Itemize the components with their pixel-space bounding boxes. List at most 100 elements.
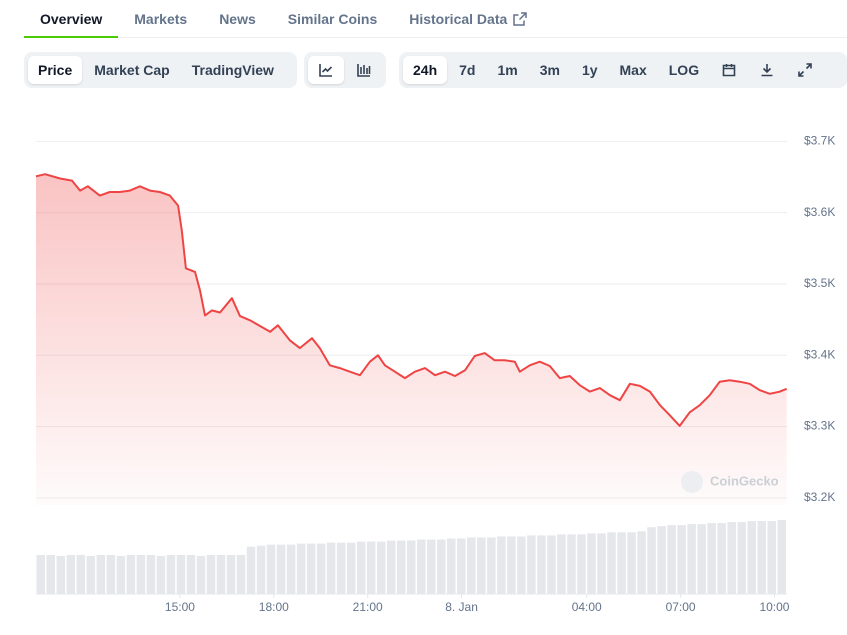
volume-bar: [36, 554, 46, 594]
tab[interactable]: Similar Coins: [272, 0, 393, 37]
range-button[interactable]: 1y: [581, 62, 598, 78]
volume-bar: [56, 555, 66, 594]
y-tick-label: $3.6K: [804, 205, 835, 219]
volume-bar: [457, 538, 466, 594]
y-tick-label: $3.4K: [804, 347, 835, 361]
volume-bar: [417, 539, 426, 594]
volume-bar: [246, 546, 256, 594]
volume-bar: [757, 521, 766, 594]
volume-bar: [537, 535, 546, 594]
volume-bar: [386, 540, 396, 594]
line-chart-button[interactable]: [308, 56, 344, 84]
volume-bar: [747, 521, 756, 594]
range-button[interactable]: 24h: [403, 56, 448, 84]
calendar-button[interactable]: [711, 56, 747, 84]
volume-bar: [517, 536, 526, 594]
volume-bar: [677, 525, 686, 594]
volume-bar: [66, 554, 76, 594]
range-group: 24h 7d 1m 3m 1y Max LOG: [399, 52, 847, 88]
icon: [319, 64, 333, 77]
volume-bar: [106, 554, 116, 594]
volume-bar: [406, 540, 416, 594]
volume-bar: [487, 537, 496, 594]
tab-label: Markets: [134, 10, 188, 27]
volume-bar: [577, 534, 586, 594]
icon: [798, 63, 812, 77]
volume-bar: [286, 544, 296, 594]
volume-bar: [396, 540, 406, 594]
volume-bar: [727, 522, 736, 594]
volume-bar: [507, 536, 516, 594]
volume-bar: [607, 532, 616, 594]
volume-bar: [116, 555, 126, 594]
price-area: [36, 174, 787, 505]
volume-bar: [46, 554, 56, 594]
x-tick-label: 10:00: [759, 600, 789, 614]
volume-bar: [156, 555, 166, 594]
tab[interactable]: Markets: [118, 0, 203, 37]
volume-bar: [346, 542, 356, 594]
volume-bar: [256, 545, 266, 594]
volume-bar: [587, 533, 596, 594]
icon-path: [722, 64, 736, 77]
x-tick-label: 04:00: [572, 600, 602, 614]
volume-bar: [647, 527, 656, 594]
icon: [357, 64, 371, 77]
volume-bar: [527, 535, 536, 594]
view-button[interactable]: Price: [28, 56, 83, 84]
volume-bar: [707, 523, 716, 594]
external-link-icon: [513, 11, 528, 26]
y-tick-label: $3.5K: [804, 276, 835, 290]
volume-bar: [637, 531, 646, 594]
range-button[interactable]: 1m: [497, 62, 518, 78]
volume-bar: [296, 543, 306, 594]
fullscreen-button[interactable]: [787, 56, 823, 84]
x-tick-label: 18:00: [259, 600, 289, 614]
tab[interactable]: Historical Data: [393, 0, 543, 37]
volume-bar: [376, 541, 386, 594]
volume-bar: [306, 543, 316, 594]
volume-bar: [96, 554, 106, 594]
icon: [722, 64, 736, 77]
tab-label: News: [219, 10, 256, 27]
view-button[interactable]: Market Cap: [94, 62, 170, 78]
volume-bar: [356, 541, 366, 594]
volume-bar: [266, 544, 276, 594]
tab-label: Historical Data: [409, 10, 508, 27]
x-tick-label: 15:00: [165, 600, 195, 614]
volume-bar: [126, 554, 136, 594]
tab[interactable]: News: [203, 0, 272, 37]
volume-bar: [216, 554, 226, 594]
volume-bar: [166, 554, 176, 594]
range-button[interactable]: 3m: [539, 62, 560, 78]
watermark-logo: [681, 471, 703, 493]
x-tick-label: 21:00: [353, 600, 383, 614]
volume-bar: [86, 555, 96, 594]
candle-chart-button[interactable]: [346, 56, 382, 84]
icon-path: [761, 64, 773, 77]
volume-bar: [667, 525, 676, 594]
volume-bar: [737, 522, 746, 594]
volume-bar: [336, 542, 346, 594]
price-line: [35, 173, 788, 427]
volume-bar: [146, 554, 156, 594]
volume-bar: [567, 534, 576, 594]
range-button[interactable]: LOG: [668, 62, 700, 78]
volume-bar: [236, 554, 246, 594]
volume-bar: [777, 520, 786, 594]
tab[interactable]: Overview: [24, 0, 119, 38]
volume-bar: [176, 554, 186, 594]
range-button[interactable]: Max: [619, 62, 647, 78]
view-button[interactable]: TradingView: [191, 62, 274, 78]
volume-bar: [467, 537, 476, 594]
volume-bar: [547, 535, 556, 594]
volume-bar: [76, 554, 86, 594]
download-button[interactable]: [749, 56, 785, 84]
volume-bar: [497, 536, 506, 594]
volume-bar: [687, 524, 696, 594]
volume-bar: [447, 538, 456, 594]
range-button[interactable]: 7d: [459, 62, 476, 78]
volume-bar: [226, 554, 236, 594]
volume-bar: [717, 523, 726, 594]
